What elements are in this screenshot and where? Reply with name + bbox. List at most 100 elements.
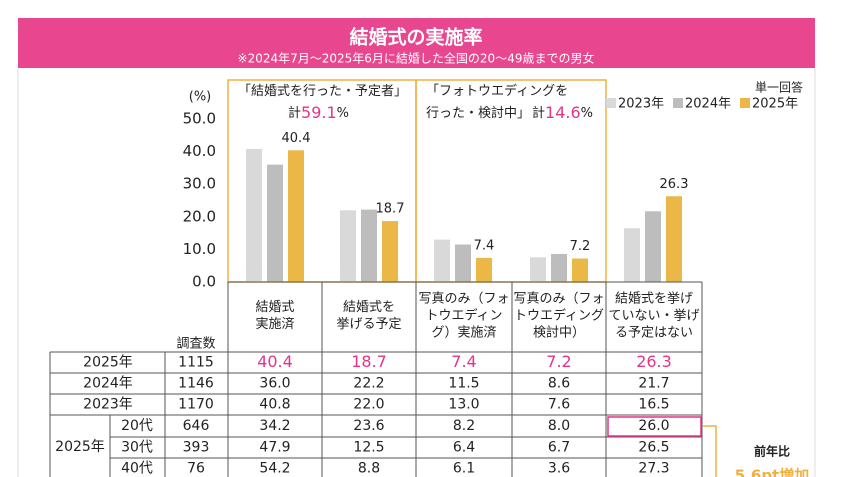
highlight-cell	[607, 416, 702, 437]
y-tick-label: 30.0	[183, 175, 216, 193]
row-label: 2025年	[83, 355, 133, 371]
cell: 8.8	[358, 461, 380, 477]
count-header: 調査数	[176, 337, 215, 352]
column-header: グ）実施済	[431, 325, 496, 341]
cell: 54.2	[259, 461, 290, 477]
row-label: 2023年	[83, 397, 133, 413]
row-count: 393	[183, 440, 210, 456]
column-header: 結婚式を	[343, 300, 395, 315]
annotation-text: 「フォトウエディングを	[426, 83, 568, 99]
value-label: 7.2	[570, 239, 591, 254]
bar	[361, 209, 377, 282]
column-header: 検討中）	[533, 325, 585, 341]
bar	[624, 228, 640, 282]
annotation-unit: %	[581, 106, 593, 121]
bar	[267, 164, 283, 282]
annotation-prefix: 計	[532, 105, 545, 121]
cell: 22.0	[353, 397, 384, 413]
chart-subtitle: ※2024年7月～2025年6月に結婚した全国の20～49歳までの男女	[238, 51, 595, 66]
annotation-text: 行った・検討中」 計14.6%	[426, 103, 593, 122]
group-label: 2025年	[55, 439, 105, 455]
cell: 8.0	[548, 418, 570, 434]
cell: 7.2	[546, 352, 571, 371]
y-tick-label: 10.0	[183, 240, 216, 258]
row-label: 40代	[121, 461, 153, 477]
annotation-total: 14.6	[545, 103, 581, 122]
legend-swatch	[673, 98, 683, 108]
y-unit: (%)	[189, 90, 212, 105]
cell: 6.4	[453, 440, 475, 456]
cell: 21.7	[638, 376, 669, 392]
cell: 22.2	[353, 376, 384, 392]
cell: 3.6	[548, 461, 570, 477]
cell: 13.0	[448, 397, 479, 413]
bracket	[703, 425, 717, 477]
bar	[551, 253, 567, 282]
note: 前年比	[754, 444, 790, 459]
column-header: トウエディング	[514, 308, 604, 324]
annotation-text: 「結婚式を行った・予定者」	[238, 84, 407, 99]
bar	[382, 221, 398, 282]
row-count: 1170	[178, 397, 214, 413]
column-header: 写真のみ（フォ	[513, 292, 604, 307]
cell: 26.5	[638, 440, 669, 456]
row-label: 2024年	[83, 376, 133, 392]
bar	[455, 244, 471, 282]
column-header: 挙げる予定	[336, 317, 401, 332]
legend-label: 2025年	[752, 97, 798, 112]
note: 5.6pt増加	[735, 467, 809, 477]
row-count: 76	[187, 461, 205, 477]
chart-title: 結婚式の実施率	[349, 26, 482, 49]
row-count: 1115	[178, 355, 214, 371]
cell: 11.5	[448, 376, 479, 392]
cell: 8.2	[453, 418, 475, 434]
column-header: トウエディン	[425, 308, 502, 324]
column-header: ていない・挙げ	[608, 309, 699, 324]
cell: 16.5	[638, 397, 669, 413]
value-label: 26.3	[660, 177, 689, 192]
cell: 7.6	[548, 397, 570, 413]
annotation-prefix: 計	[288, 105, 301, 121]
column-header: 写真のみ（フォ	[418, 292, 509, 307]
bar	[530, 257, 546, 282]
row-count: 1146	[178, 376, 214, 392]
y-tick-label: 0.0	[192, 273, 216, 291]
cell: 7.4	[451, 352, 476, 371]
cell: 47.9	[259, 440, 290, 456]
cell: 36.0	[259, 376, 290, 392]
legend-label: 2024年	[685, 97, 731, 112]
bar	[434, 239, 450, 282]
cell: 6.7	[548, 440, 570, 456]
annotation-total: 59.1	[301, 103, 337, 122]
bar	[645, 211, 661, 282]
cell: 12.5	[353, 440, 384, 456]
annotation-unit: %	[337, 106, 349, 121]
header-band	[18, 18, 815, 68]
y-tick-label: 50.0	[183, 110, 216, 128]
annotation-line: 「結婚式を行った・予定者」	[238, 84, 407, 99]
cell: 40.4	[257, 352, 293, 371]
row-label: 30代	[121, 440, 153, 456]
cell: 26.3	[636, 352, 672, 371]
annotation-line: 「フォトウエディングを	[426, 83, 568, 99]
bar	[246, 148, 262, 282]
legend-swatch	[740, 98, 750, 108]
cell: 6.1	[453, 461, 475, 477]
value-label: 40.4	[282, 131, 311, 146]
bar	[666, 196, 682, 282]
value-label: 18.7	[376, 202, 405, 217]
bar	[288, 150, 304, 282]
column-header: 結婚式を挙げ	[615, 292, 693, 307]
legend-note: 単一回答	[755, 80, 803, 95]
row-label: 20代	[121, 418, 153, 434]
annotation-text: 計59.1%	[288, 103, 349, 122]
annotation-line: 行った・検討中」	[426, 105, 530, 121]
cell: 23.6	[353, 418, 384, 434]
legend-swatch	[606, 98, 616, 108]
column-header: る予定はない	[615, 326, 693, 341]
column-header: 実施済	[255, 316, 294, 332]
row-count: 646	[183, 418, 210, 434]
cell: 40.8	[259, 397, 290, 413]
column-header: 結婚式	[255, 300, 294, 315]
